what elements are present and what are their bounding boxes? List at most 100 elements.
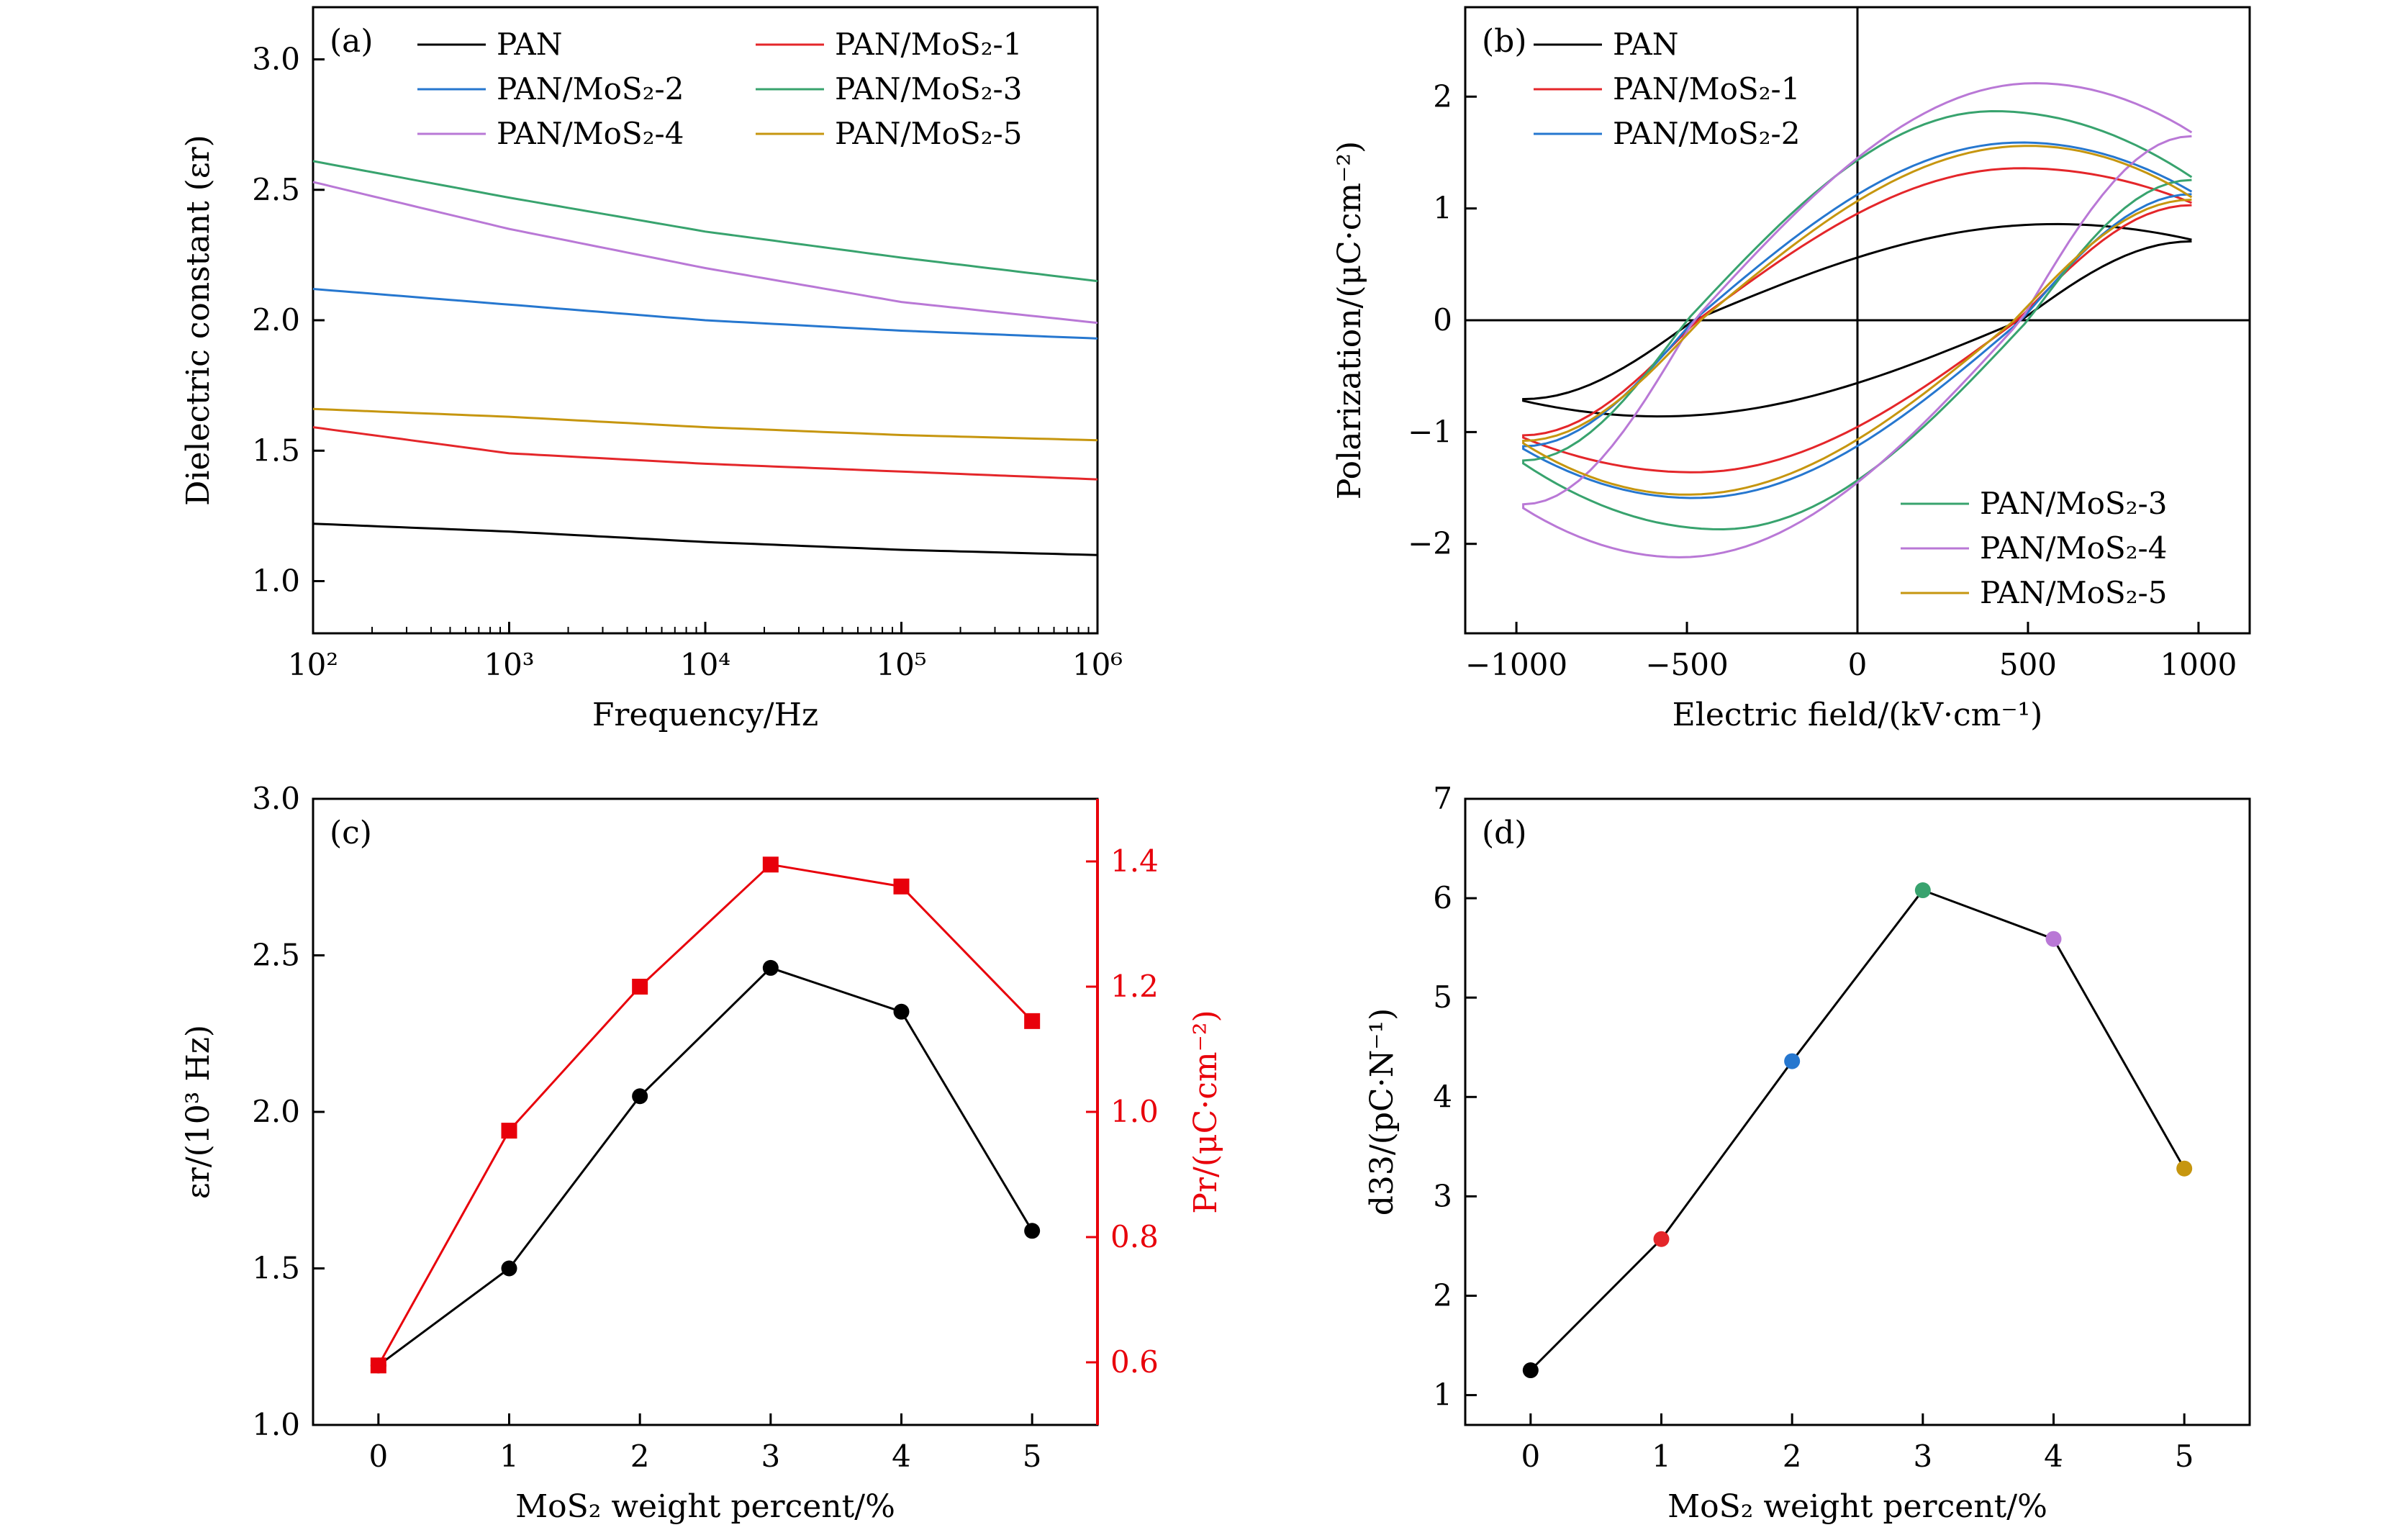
panel-a: 10² 10³ 10⁴ 10⁵ 10⁶ 1.0 1.5 2.0 2.5 3.0 PAN PAN/M… <box>180 6 1123 733</box>
panel-d-y-tick-label: 2 <box>1433 1277 1452 1313</box>
panel-a-y-ticks: 1.0 1.5 2.0 2.5 3.0 <box>252 42 325 599</box>
panel-a-y-tick-label: 2.5 <box>252 172 300 207</box>
panel-a-x-tick-label: 10³ <box>484 647 534 682</box>
panel-c-y-ticks: 1.0 1.5 2.0 2.5 3.0 <box>252 781 325 1442</box>
panel-b-legend-label: PAN/MoS₂-1 <box>1613 71 1800 107</box>
panel-b-y-ticks: −2 −1 0 1 2 <box>1408 78 1477 561</box>
panel-b-legend-label: PAN/MoS₂-3 <box>1980 486 2167 521</box>
panel-a-x-tick-label: 10² <box>288 647 338 682</box>
panel-d-x-tick-label: 3 <box>1913 1439 1932 1474</box>
panel-c-right-y-tick-label: 0.8 <box>1110 1219 1159 1254</box>
panel-d-x-tick-label: 2 <box>1783 1439 1802 1474</box>
panel-d-x-ticks: 0 1 2 3 4 5 <box>1521 1413 2194 1474</box>
panel-c-y-axis-label: εr/(10³ Hz) <box>180 1025 217 1199</box>
panel-d-marker <box>1914 882 1931 899</box>
panel-d-y-axis-label: d33/(pC·N⁻¹) <box>1364 1008 1400 1216</box>
panel-c-x-tick-label: 5 <box>1023 1439 1042 1474</box>
panel-b-x-axis-label: Electric field/(kV·cm⁻¹) <box>1673 697 2043 733</box>
panel-c-frame <box>312 797 1099 1426</box>
panel-c-y-tick-label: 1.0 <box>252 1407 300 1442</box>
panel-c-series-line <box>377 967 1033 1367</box>
panel-d-y-tick-label: 3 <box>1433 1178 1452 1213</box>
panel-d-series-line <box>1529 889 2186 1372</box>
panel-a-x-tick-label: 10⁵ <box>876 647 926 682</box>
panel-b-y-tick-label: 0 <box>1433 302 1452 338</box>
panel-a-series-line <box>312 407 1098 442</box>
panel-a-y-tick-label: 3.0 <box>252 42 300 77</box>
panel-d-marker <box>2176 1160 2193 1177</box>
panel-c-y-tick-label: 2.5 <box>252 938 300 973</box>
panel-d-y-tick-label: 4 <box>1433 1079 1452 1114</box>
panel-d-y-tick-label: 5 <box>1433 979 1452 1015</box>
panel-b-y-tick-label: 2 <box>1433 78 1452 114</box>
panel-b-y-tick-label: −2 <box>1408 526 1452 561</box>
panel-a-legend-label: PAN/MoS₂-1 <box>835 27 1022 62</box>
panel-d-marker <box>1522 1362 1539 1379</box>
panel-d-y-tick-label: 7 <box>1433 781 1452 816</box>
panel-c-pr-marker <box>1024 1013 1041 1029</box>
panel-c-y-tick-label: 1.5 <box>252 1251 300 1286</box>
panel-a-label: (a) <box>330 23 374 60</box>
panel-c-label: (c) <box>330 815 372 851</box>
panel-a-legend-label: PAN <box>497 27 563 62</box>
panel-b-legend-label: PAN <box>1613 27 1679 62</box>
panel-b-x-tick-label: −500 <box>1645 647 1728 682</box>
panel-a-x-tick-label: 10⁶ <box>1072 647 1123 682</box>
panel-b-loop <box>1522 109 2193 531</box>
panel-a-legend-label: PAN/MoS₂-4 <box>497 116 684 151</box>
panel-c-right-y-tick-label: 1.2 <box>1110 969 1159 1004</box>
panel-c-right-y-ticks: 0.6 0.8 1.0 1.2 1.4 <box>1086 843 1159 1380</box>
panel-c-er-marker <box>501 1260 517 1277</box>
panel-b-zero-lines <box>1465 7 2250 633</box>
panel-a-legend-label: PAN/MoS₂-5 <box>835 116 1022 151</box>
panel-c-pr-marker <box>893 878 910 895</box>
panel-d-x-tick-label: 4 <box>2044 1439 2063 1474</box>
panel-a-y-tick-label: 1.0 <box>252 563 300 599</box>
panel-a-x-axis-label: Frequency/Hz <box>592 697 818 733</box>
panel-c-y-tick-label: 3.0 <box>252 781 300 816</box>
panel-a-legend-label: PAN/MoS₂-3 <box>835 71 1022 107</box>
panel-b-legend-label: PAN/MoS₂-4 <box>1980 530 2167 566</box>
panel-b-legend-label: PAN/MoS₂-2 <box>1613 116 1800 151</box>
panel-c-pr-marker <box>501 1123 517 1139</box>
panel-a-series-line <box>312 426 1098 481</box>
panel-d-series <box>1522 882 2193 1379</box>
panel-c-x-tick-label: 3 <box>761 1439 780 1474</box>
panel-a-legend: PAN PAN/MoS₂-1 PAN/MoS₂-2 PAN/MoS₂-3 PAN/MoS… <box>417 27 1022 151</box>
panel-d-x-tick-label: 0 <box>1521 1439 1540 1474</box>
panel-c-er-marker <box>632 1088 648 1105</box>
panel-b-loop <box>1522 145 2193 496</box>
panel-d-y-tick-label: 6 <box>1433 880 1452 915</box>
panel-c-right-y-tick-label: 1.0 <box>1110 1094 1159 1129</box>
panel-a-curves <box>312 160 1098 556</box>
panel-d-y-ticks: 1 2 3 4 5 6 7 <box>1433 781 1477 1413</box>
panel-b-loops <box>1522 82 2193 558</box>
panel-b-y-axis-label: Polarization/(μC·cm⁻²) <box>1331 141 1368 499</box>
panel-b-loop <box>1522 82 2193 558</box>
panel-b-x-ticks: −1000 −500 0 500 1000 <box>1465 622 2237 682</box>
panel-c-er-marker <box>893 1003 910 1020</box>
panel-b-y-tick-label: −1 <box>1408 414 1452 449</box>
panel-c-x-tick-label: 2 <box>630 1439 650 1474</box>
panel-c-x-axis-label: MoS₂ weight percent/% <box>515 1488 895 1525</box>
panel-a-x-ticks: 10² 10³ 10⁴ 10⁵ 10⁶ <box>288 622 1123 682</box>
panel-d: 0 1 2 3 4 5 1 2 3 4 5 6 7 (d) MoS₂ weight percent/%… <box>1364 781 2251 1525</box>
panel-c-right-y-axis-label: Pr/(μC·cm⁻²) <box>1187 1010 1224 1213</box>
panel-a-series-line <box>312 522 1098 556</box>
panel-b-loop <box>1522 167 2192 474</box>
panel-c-pr-marker <box>632 979 648 995</box>
panel-a-y-axis-label: Dielectric constant (εr) <box>180 135 217 506</box>
panel-c-right-y-tick-label: 0.6 <box>1110 1344 1159 1380</box>
panel-c-pr-marker <box>762 856 779 873</box>
panel-c: 0 1 2 3 4 5 1.0 1.5 2.0 2.5 3.0 0.6 0.8 1.0 1.2 1.4 (… <box>180 781 1224 1525</box>
panel-c-x-tick-label: 0 <box>368 1439 388 1474</box>
panel-c-pr-marker <box>370 1357 386 1374</box>
panel-b-loop <box>1522 141 2193 499</box>
panel-b-loop <box>1522 222 2192 418</box>
panel-d-x-tick-label: 1 <box>1652 1439 1671 1474</box>
panel-a-series-line <box>312 288 1098 340</box>
panel-d-y-tick-label: 1 <box>1433 1377 1452 1413</box>
panel-a-x-tick-label: 10⁴ <box>680 647 730 682</box>
panel-c-series-line <box>377 863 1033 1367</box>
